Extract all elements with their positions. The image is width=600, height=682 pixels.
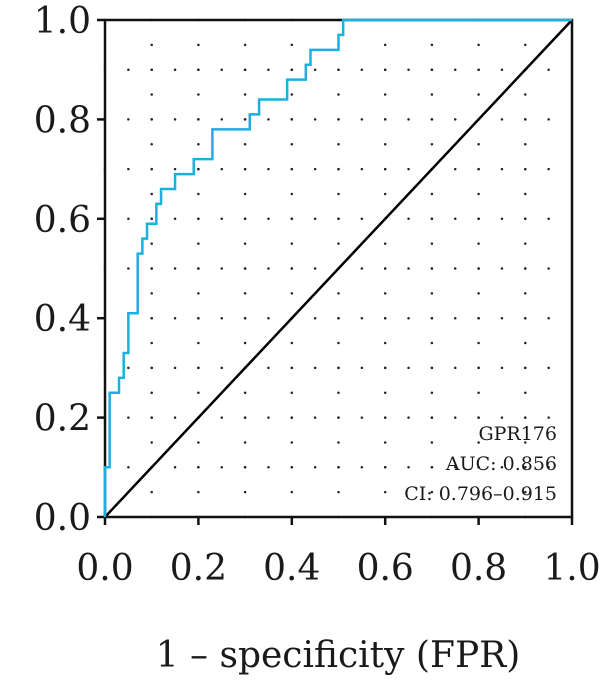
annotation-box: GPR176 AUC: 0.856 CI: 0.796–0.915 — [404, 423, 557, 505]
x-tick-label: 0.6 — [357, 548, 414, 589]
axis-ticks — [97, 18, 574, 525]
x-tick-label: 0.2 — [170, 548, 227, 589]
y-tick-label: 0.0 — [34, 498, 91, 539]
annotation-marker-name: GPR176 — [478, 423, 557, 445]
roc-curve-line — [103, 18, 572, 517]
y-tick-label: 0.4 — [34, 299, 91, 340]
x-axis-title: 1 – specificity (FPR) — [156, 635, 521, 676]
plot-frame — [103, 18, 574, 519]
tick-labels: 0.0 0.0 0.2 0.2 0.4 0.4 0.6 0.6 0.8 0.8 1.0 1.0 — [34, 1, 600, 589]
series-layer — [103, 18, 573, 518]
y-tick-label: 1.0 — [34, 1, 91, 42]
annotation-auc: AUC: 0.856 — [445, 453, 557, 475]
x-tick-label: 0.0 — [76, 548, 133, 589]
annotation-ci: CI: 0.796–0.915 — [404, 483, 557, 505]
y-tick-label: 0.8 — [34, 100, 91, 141]
y-tick-label: 0.6 — [34, 200, 91, 241]
x-tick-label: 1.0 — [543, 548, 600, 589]
y-tick-label: 0.2 — [34, 399, 91, 440]
reference-diagonal-line — [104, 19, 573, 518]
x-tick-label: 0.8 — [450, 548, 507, 589]
x-tick-label: 0.4 — [263, 548, 320, 589]
